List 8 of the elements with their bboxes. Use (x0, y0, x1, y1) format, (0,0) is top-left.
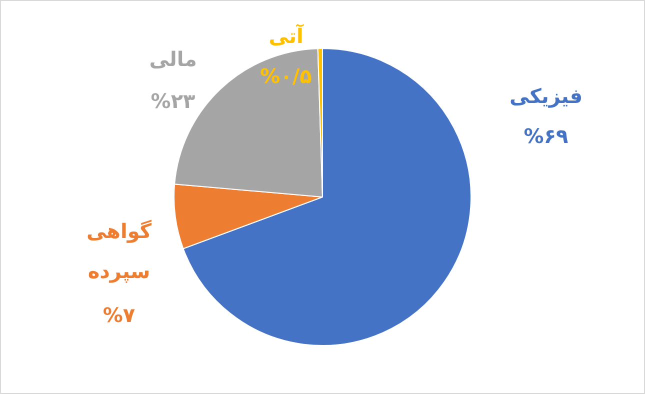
slice-label: فیزیکی (509, 84, 583, 108)
data-label: %۲۳ (150, 89, 196, 114)
data-label: %۷ (102, 303, 136, 328)
slice-label: آتی (268, 23, 304, 48)
slice-label: گواهی سپرده (86, 219, 152, 284)
data-label: %۰/۵ (260, 64, 312, 88)
slice-label: مالی (149, 47, 197, 72)
data-label: %۶۹ (524, 124, 568, 148)
